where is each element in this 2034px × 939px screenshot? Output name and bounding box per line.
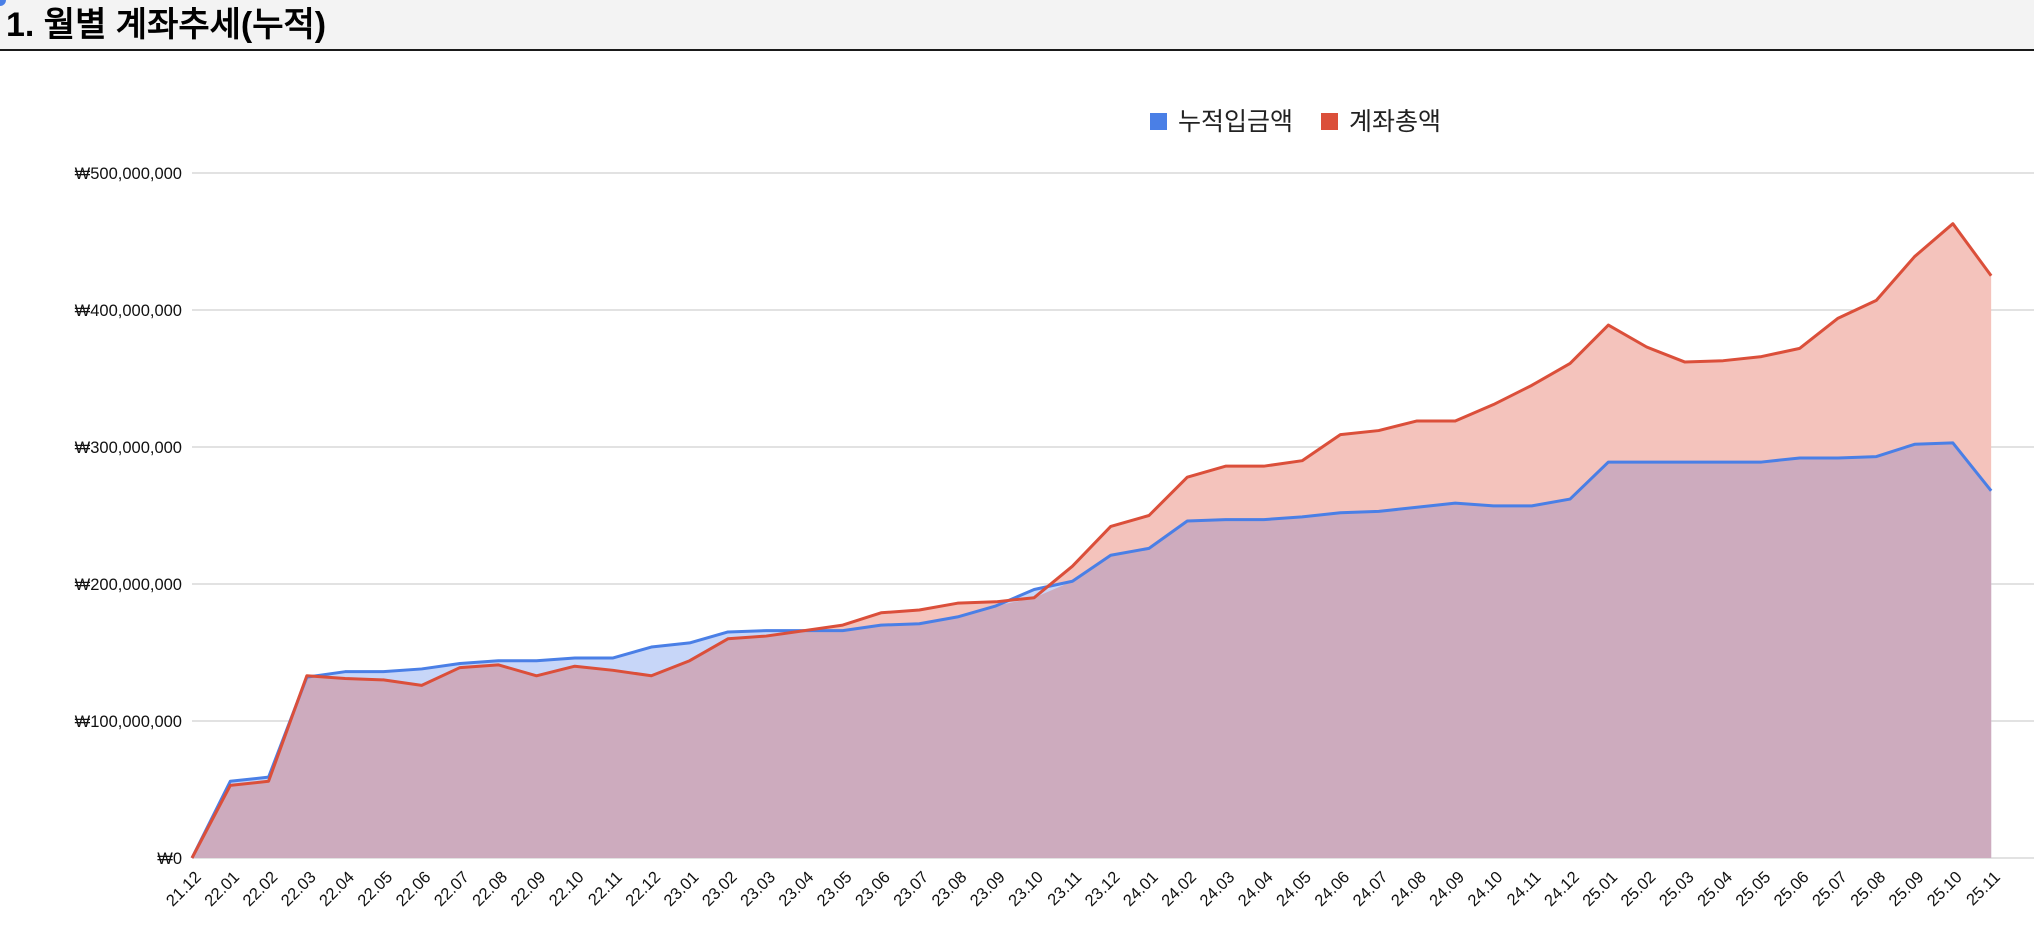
x-tick-label: 24.09 xyxy=(1426,868,1468,910)
legend-swatch xyxy=(1321,113,1338,130)
x-tick-label: 23.04 xyxy=(775,868,817,910)
x-tick-label: 24.07 xyxy=(1350,868,1392,910)
x-tick-label: 24.10 xyxy=(1464,868,1506,910)
x-tick-label: 25.10 xyxy=(1924,868,1966,910)
series-areas xyxy=(192,223,1992,858)
x-tick-label: 23.03 xyxy=(737,868,779,910)
x-tick-label: 24.08 xyxy=(1388,868,1430,910)
y-tick-label: ₩200,000,000 xyxy=(75,576,182,594)
x-tick-label: 25.03 xyxy=(1656,868,1698,910)
chart-container: ₩0 ₩100,000,000 ₩200,000,000 ₩300,000,000 ₩4… xyxy=(0,51,2034,934)
x-tick-label: 22.11 xyxy=(585,868,626,909)
x-tick-label: 23.01 xyxy=(661,868,703,910)
x-tick-label: 23.12 xyxy=(1082,868,1124,910)
x-tick-label: 25.02 xyxy=(1618,868,1660,910)
x-tick-label: 24.04 xyxy=(1235,868,1277,910)
x-tick-label: 25.08 xyxy=(1847,868,1889,910)
x-tick-label: 22.12 xyxy=(622,868,664,910)
x-tick-label: 24.06 xyxy=(1311,868,1353,910)
x-tick-label: 23.11 xyxy=(1044,868,1085,909)
x-tick-label: 22.03 xyxy=(278,868,320,910)
x-tick-label: 25.07 xyxy=(1809,868,1851,910)
x-tick-label: 24.11 xyxy=(1504,868,1545,909)
x-tick-label: 22.02 xyxy=(239,868,281,910)
legend-label: 누적입금액 xyxy=(1178,108,1293,136)
selection-handle[interactable] xyxy=(0,0,6,6)
x-tick-label: 23.02 xyxy=(699,868,741,910)
x-tick-label: 24.03 xyxy=(1196,868,1238,910)
area-chart: ₩0 ₩100,000,000 ₩200,000,000 ₩300,000,000 ₩4… xyxy=(75,108,2034,910)
y-tick-label: ₩500,000,000 xyxy=(75,165,182,183)
x-tick-label: 24.12 xyxy=(1541,868,1583,910)
x-tick-label: 22.05 xyxy=(354,868,396,910)
x-tick-label: 24.05 xyxy=(1273,868,1315,910)
section-header: 1. 월별 계좌추세(누적) xyxy=(0,0,2034,51)
x-tick-label: 23.07 xyxy=(890,868,932,910)
x-tick-label: 23.05 xyxy=(814,868,856,910)
x-tick-label: 24.01 xyxy=(1120,868,1162,910)
x-tick-label: 22.04 xyxy=(316,868,358,910)
x-tick-label: 23.10 xyxy=(1005,868,1047,910)
x-tick-label: 23.09 xyxy=(967,868,1009,910)
x-tick-label: 25.05 xyxy=(1732,868,1774,910)
legend: 누적입금액 계좌총액 xyxy=(1150,108,1441,136)
line-series-total xyxy=(190,222,1993,859)
x-tick-label: 22.06 xyxy=(393,868,435,910)
y-tick-label: ₩100,000,000 xyxy=(75,713,182,731)
x-tick-label: 22.08 xyxy=(469,868,511,910)
x-tick-label: 22.07 xyxy=(431,868,473,910)
area-overlap xyxy=(192,442,1992,858)
x-tick-label: 23.06 xyxy=(852,868,894,910)
section-title: 1. 월별 계좌추세(누적) xyxy=(6,6,327,44)
legend-swatch xyxy=(1150,113,1167,130)
y-tick-label: ₩300,000,000 xyxy=(75,439,182,457)
x-tick-label: 24.02 xyxy=(1158,868,1200,910)
x-tick-label: 25.06 xyxy=(1771,868,1813,910)
x-tick-label: 25.09 xyxy=(1885,868,1927,910)
x-tick-label: 22.01 xyxy=(201,868,243,910)
series-lines xyxy=(190,222,1993,859)
y-tick-label: ₩400,000,000 xyxy=(75,302,182,320)
x-tick-label: 22.10 xyxy=(546,868,588,910)
line-series-deposit xyxy=(190,441,1993,859)
x-tick-label: 22.09 xyxy=(507,868,549,910)
x-tick-label: 23.08 xyxy=(928,868,970,910)
x-tick-label: 25.04 xyxy=(1694,868,1736,910)
x-tick-label: 21.12 xyxy=(163,868,205,910)
x-tick-label: 25.11 xyxy=(1963,868,2004,909)
legend-label: 계좌총액 xyxy=(1349,108,1441,136)
y-tick-label: ₩0 xyxy=(157,850,182,868)
x-tick-label: 25.01 xyxy=(1579,868,1621,910)
